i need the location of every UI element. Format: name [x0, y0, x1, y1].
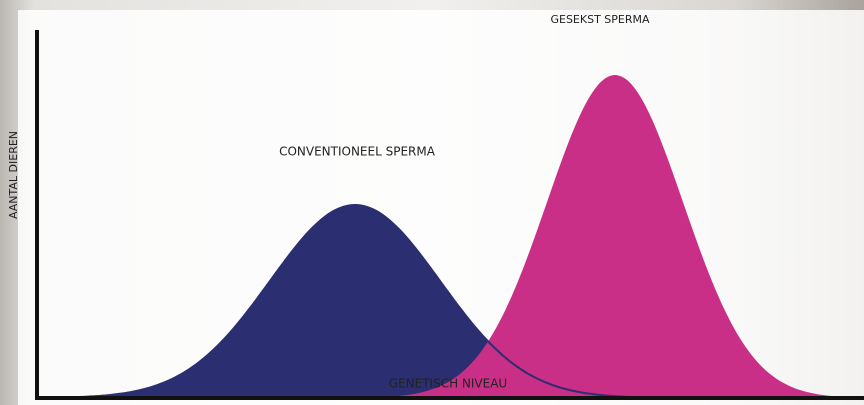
- conventional-label: CONVENTIONEEL SPERMA: [279, 145, 436, 159]
- chart: GESEKST SPERMA CONVENTIONEEL SPERMA AANT…: [0, 0, 864, 405]
- sexed-label: GESEKST SPERMA: [550, 13, 650, 26]
- y-axis-label: AANTAL DIEREN: [7, 131, 20, 219]
- x-axis-label: GENETISCH NIVEAU: [389, 377, 507, 391]
